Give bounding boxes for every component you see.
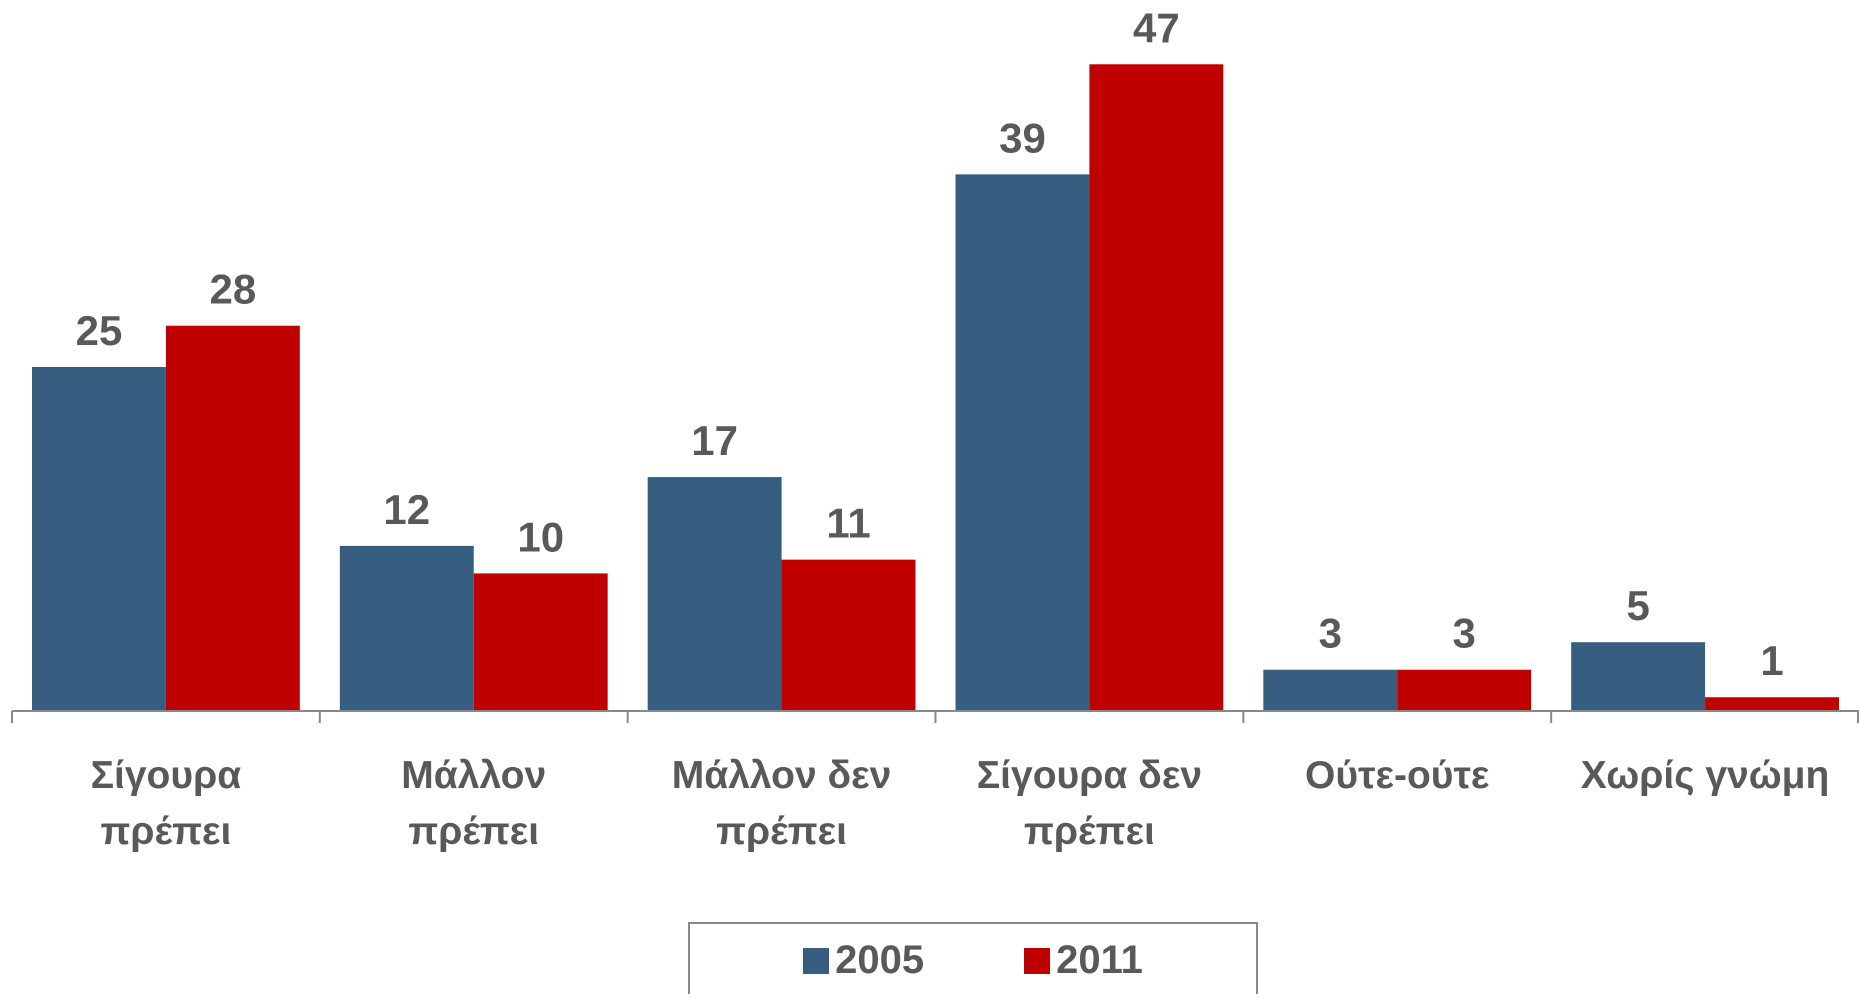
bar: [32, 367, 166, 711]
x-tick-label: Μάλλον δεν πρέπει: [671, 754, 892, 853]
data-label: 28: [210, 266, 257, 313]
bar: [955, 174, 1090, 712]
legend-label: 2011: [1056, 938, 1143, 982]
data-label: 25: [76, 307, 123, 354]
data-label: 1: [1760, 637, 1783, 684]
bar: [473, 573, 608, 711]
data-label: 12: [383, 486, 430, 533]
bar: [1089, 64, 1224, 711]
bar: [339, 545, 474, 711]
legend-item: 2005: [803, 938, 924, 983]
data-label: 39: [999, 114, 1046, 161]
x-tick-label: Χωρίς γνώμη: [1580, 754, 1830, 797]
legend-swatch: [803, 947, 830, 974]
legend-label: 2005: [835, 938, 925, 982]
data-label: 17: [691, 417, 738, 464]
x-tick-label: Σίγουρα δεν πρέπει: [976, 754, 1203, 853]
bar: [165, 325, 300, 711]
bar: [647, 477, 782, 711]
bar: [1397, 669, 1532, 711]
x-tick-label: Ούτε-ούτε: [1305, 754, 1490, 797]
data-label: 10: [517, 513, 564, 560]
legend-swatch: [1024, 947, 1051, 974]
data-label: 47: [1133, 4, 1180, 51]
bar: [1263, 669, 1398, 711]
data-label: 3: [1453, 610, 1476, 657]
bar: [1705, 697, 1839, 711]
legend: 2005 2011: [688, 922, 1258, 994]
data-label: 11: [826, 500, 870, 547]
x-tick-label: Μάλλον πρέπει: [401, 754, 547, 853]
x-tick-label: Σίγουρα πρέπει: [90, 754, 242, 853]
legend-item: 2011: [1024, 938, 1143, 983]
bar: [1571, 642, 1706, 711]
data-label: 5: [1626, 582, 1649, 629]
data-label: 3: [1319, 610, 1342, 657]
bar: [781, 559, 916, 711]
